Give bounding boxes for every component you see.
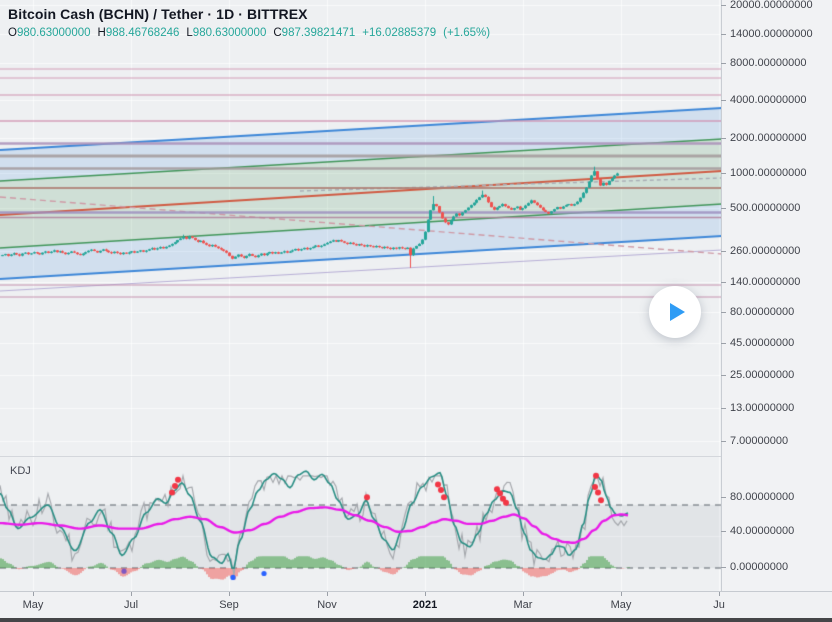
time-axis-tick: [719, 592, 720, 596]
time-axis-label: Sep: [219, 599, 239, 611]
price-axis-tick: [721, 531, 726, 532]
time-axis-label: May: [22, 599, 44, 611]
price-axis-label: 80.00000000: [730, 306, 795, 318]
price-axis-tick: [721, 375, 726, 376]
price-axis[interactable]: 20000.00000000 14000.00000000 8000.0000000…: [721, 0, 832, 591]
price-axis-tick: [721, 312, 726, 313]
window-bottom-edge: [0, 618, 832, 622]
time-axis-label: 2021: [412, 599, 438, 611]
price-axis-tick: [721, 441, 726, 442]
time-axis-tick: [425, 592, 426, 596]
price-axis-tick: [721, 567, 726, 568]
time-axis-tick: [131, 592, 132, 596]
price-axis-tick: [721, 497, 726, 498]
price-axis-label: 4000.00000000: [730, 94, 807, 106]
price-axis-tick: [721, 63, 726, 64]
price-axis-tick: [721, 251, 726, 252]
price-axis-tick: [721, 343, 726, 344]
price-axis-label: 13.00000000: [730, 402, 795, 414]
price-axis-label: 260.00000000: [730, 245, 801, 257]
price-axis-tick: [721, 34, 726, 35]
time-axis-label: Nov: [317, 599, 337, 611]
chart-canvas[interactable]: [0, 0, 722, 591]
price-axis-tick: [721, 408, 726, 409]
time-axis-label: Jul: [123, 599, 139, 611]
time-axis-tick: [229, 592, 230, 596]
price-axis-label: 7.00000000: [730, 435, 789, 447]
price-axis-label: 2000.00000000: [730, 132, 807, 144]
price-axis-label: 25.00000000: [730, 369, 795, 381]
time-axis-tick: [621, 592, 622, 596]
price-axis-label: 1000.00000000: [730, 167, 807, 179]
play-icon: [669, 303, 685, 321]
price-axis-tick: [721, 138, 726, 139]
price-axis-tick: [721, 173, 726, 174]
time-axis-tick: [327, 592, 328, 596]
chart-plot-area[interactable]: Bitcoin Cash (BCHN) / Tether · 1D · BITT…: [0, 0, 722, 591]
pane-separator[interactable]: [0, 456, 722, 457]
price-axis-label: 500.00000000: [730, 202, 801, 214]
price-axis-label: 20000.00000000: [730, 0, 813, 11]
time-axis-tick: [33, 592, 34, 596]
price-axis-label: 0.00000000: [730, 561, 789, 573]
price-axis-tick: [721, 100, 726, 101]
time-axis-label: May: [610, 599, 632, 611]
price-axis-tick: [721, 208, 726, 209]
time-axis-tick: [523, 592, 524, 596]
replay-play-button[interactable]: [649, 286, 701, 338]
time-axis-label: Ju: [713, 599, 725, 611]
kdj-indicator-label[interactable]: KDJ: [10, 465, 31, 477]
price-axis-tick: [721, 5, 726, 6]
price-axis-tick: [721, 282, 726, 283]
price-axis-label: 140.00000000: [730, 276, 801, 288]
price-axis-label: 40.00000000: [730, 525, 795, 537]
time-axis[interactable]: May Jul Sep Nov 2021 Mar May Ju: [0, 591, 832, 619]
price-axis-label: 14000.00000000: [730, 28, 813, 40]
price-axis-label: 45.00000000: [730, 337, 795, 349]
price-axis-label: 8000.00000000: [730, 57, 807, 69]
time-axis-label: Mar: [513, 599, 533, 611]
price-axis-label: 80.00000000: [730, 491, 795, 503]
